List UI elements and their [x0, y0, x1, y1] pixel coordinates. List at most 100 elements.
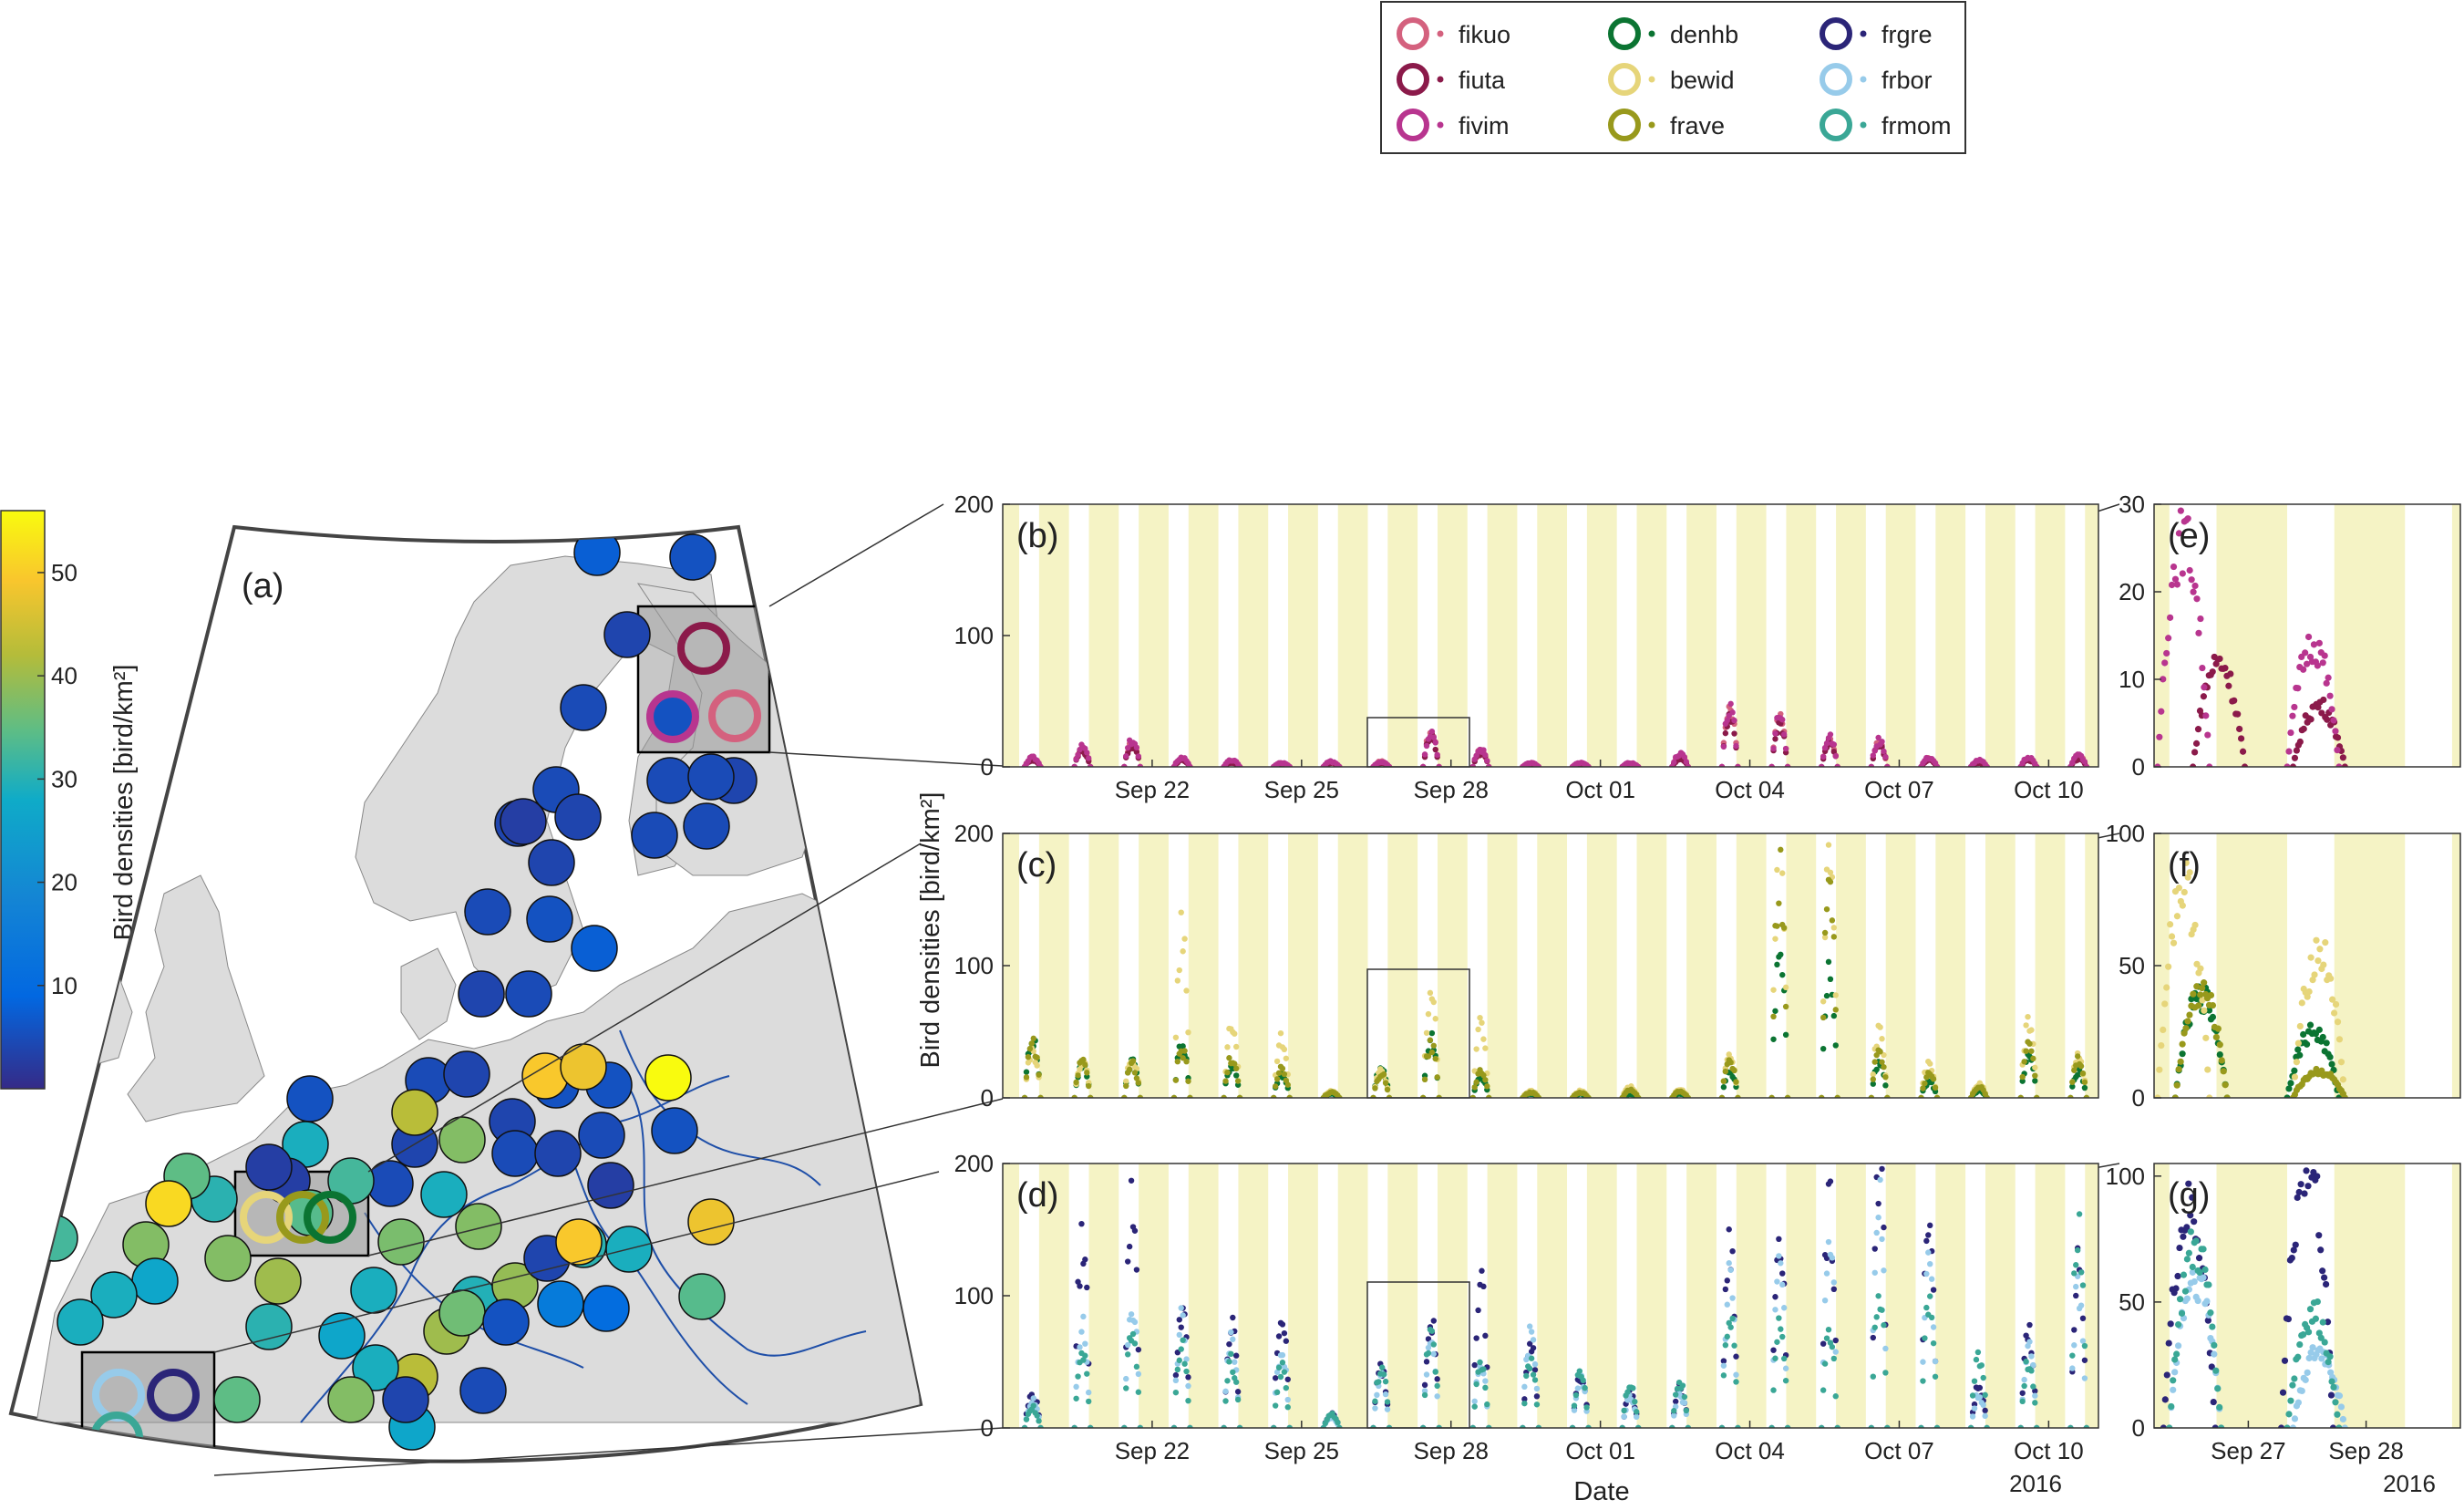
data-point [1036, 1071, 1042, 1078]
data-point [2180, 1029, 2188, 1037]
data-point [2325, 674, 2332, 681]
night-band [1238, 833, 1269, 1098]
data-point [2079, 1315, 2087, 1322]
data-point [2317, 1246, 2325, 1254]
data-point [1827, 731, 1834, 738]
x-tick-label: Sep 22 [1115, 1437, 1190, 1464]
data-point [2021, 1376, 2027, 1383]
data-point [1733, 742, 1739, 750]
legend-dot-icon [1860, 30, 1867, 37]
data-point [1434, 1376, 1440, 1382]
data-point [2300, 666, 2307, 673]
data-point [1124, 1351, 1131, 1358]
night-band [1038, 833, 1069, 1098]
data-point [1973, 1356, 1980, 1363]
data-point [2294, 685, 2302, 692]
data-point [1084, 1284, 1090, 1291]
data-point [1735, 1094, 1741, 1098]
data-point [1283, 1338, 1290, 1344]
data-point [1624, 1389, 1631, 1395]
data-point [2292, 1241, 2299, 1248]
data-point [1183, 1368, 1190, 1375]
data-point [1530, 1345, 1537, 1351]
data-point [2315, 639, 2323, 646]
night-band [1487, 1164, 1518, 1428]
data-point [1778, 846, 1784, 853]
data-point [1533, 1401, 1541, 1408]
night-band [1935, 504, 1966, 767]
data-point [1685, 763, 1691, 767]
data-point [1729, 1247, 1736, 1255]
y-tick-label: 100 [954, 1282, 994, 1309]
data-point [1176, 1357, 1182, 1364]
data-point [1236, 1424, 1243, 1428]
data-point [1726, 1260, 1732, 1267]
data-point [1770, 745, 1777, 752]
data-point [1271, 1094, 1277, 1098]
y-tick-label: 0 [981, 753, 994, 781]
data-point [2208, 1363, 2215, 1370]
data-point [1724, 1333, 1730, 1340]
data-point [1731, 730, 1737, 737]
data-point [1731, 1342, 1737, 1349]
data-point [2302, 649, 2309, 657]
x-tick-label: Sep 28 [1414, 776, 1489, 803]
data-point [1176, 1317, 1182, 1323]
radar-station-marker [631, 812, 678, 859]
data-point [1681, 1400, 1688, 1406]
panel-label: (d) [1016, 1176, 1058, 1215]
data-point [1086, 1389, 1092, 1396]
radar-highlight-ring [304, 1191, 356, 1244]
data-point [1477, 1359, 1483, 1366]
data-point [1933, 763, 1941, 767]
data-point [2021, 1059, 2027, 1065]
radar-station-marker [578, 1112, 625, 1159]
data-point [2321, 1274, 2328, 1281]
data-point [1827, 878, 1834, 885]
night-band [1935, 1164, 1966, 1428]
data-point [2291, 754, 2299, 761]
data-point [1180, 1337, 1186, 1343]
data-point [1284, 1376, 1291, 1382]
data-point [2026, 1321, 2033, 1329]
data-point [2079, 1282, 2087, 1288]
data-point [1084, 750, 1090, 756]
data-point [1729, 709, 1736, 716]
radar-highlight-ring [240, 1191, 293, 1244]
radar-station-marker [350, 1267, 397, 1314]
data-point [2319, 659, 2326, 667]
data-point [2341, 763, 2348, 767]
data-point [1772, 936, 1778, 942]
night-band [2216, 1164, 2288, 1428]
radar-station-marker [587, 1162, 634, 1209]
data-point [1180, 948, 1186, 955]
data-point [1875, 734, 1882, 741]
legend-dot-icon [1648, 76, 1655, 83]
data-point [1176, 967, 1182, 974]
data-point [1123, 1082, 1129, 1090]
data-point [1178, 1324, 1184, 1330]
data-point [1021, 1424, 1028, 1428]
data-point [1477, 1014, 1483, 1021]
data-point [1078, 1220, 1085, 1227]
data-point [2081, 1342, 2088, 1350]
data-point [1882, 1370, 1889, 1376]
data-point [1275, 1070, 1283, 1076]
data-point [1582, 1384, 1588, 1391]
data-point [1571, 1407, 1578, 1413]
data-point [2017, 1094, 2024, 1098]
data-point [2034, 763, 2040, 767]
panel-label: (e) [2168, 517, 2210, 555]
data-point [1123, 1375, 1129, 1382]
data-point [1480, 1036, 1487, 1042]
data-point [1871, 1324, 1878, 1330]
data-point [1971, 1405, 1978, 1412]
data-point [1685, 1094, 1691, 1098]
data-point [2320, 961, 2327, 968]
data-point [2192, 1237, 2200, 1245]
data-point [1482, 751, 1489, 759]
data-point [1834, 1424, 1840, 1428]
data-point [1286, 763, 1293, 767]
data-point [1172, 1077, 1180, 1083]
night-band [1003, 504, 1020, 767]
